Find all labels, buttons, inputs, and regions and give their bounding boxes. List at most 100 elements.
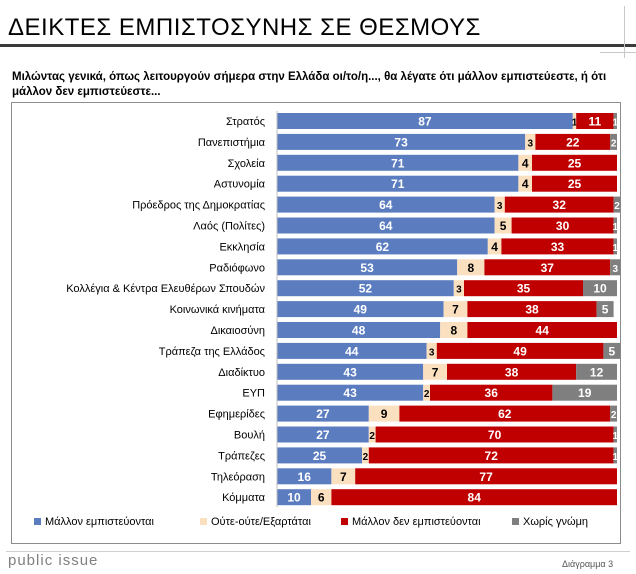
bar-segment — [277, 468, 332, 485]
category-label: Πρόεδρος της Δημοκρατίας — [132, 200, 265, 212]
bar-segment — [610, 133, 617, 150]
data-label: 38 — [525, 303, 539, 317]
data-label: 3 — [497, 201, 503, 212]
category-label: Δικαιοσύνη — [210, 325, 265, 337]
data-label: 37 — [541, 261, 555, 275]
bar-segment — [277, 113, 573, 129]
data-label: 62 — [498, 407, 512, 421]
bar-segment — [423, 363, 447, 380]
bar-segment — [430, 384, 553, 401]
bar-segment — [368, 405, 400, 422]
title-rule — [0, 44, 636, 47]
bar-segment — [362, 447, 369, 464]
data-label: 36 — [485, 386, 499, 400]
category-label: Εκκλησία — [219, 241, 265, 253]
bar-segment — [436, 342, 604, 359]
data-label: 2 — [363, 452, 369, 463]
bar-segment — [368, 447, 614, 464]
bar-segment — [576, 363, 617, 380]
bar-segment — [277, 154, 519, 171]
bar-segment — [552, 384, 617, 401]
data-label: 35 — [517, 282, 531, 296]
data-label: 8 — [450, 324, 457, 338]
bar-segment — [494, 217, 512, 234]
bar-segment — [355, 468, 617, 485]
bar-segment — [331, 468, 356, 485]
data-label: 27 — [316, 407, 330, 421]
data-label: 62 — [376, 240, 390, 254]
bar-segment — [511, 217, 614, 234]
data-label: 27 — [316, 428, 330, 442]
data-label: 5 — [609, 344, 616, 358]
legend-swatch — [200, 518, 207, 525]
data-label: 4 — [522, 177, 529, 191]
bar-segment — [277, 384, 424, 401]
data-label: 25 — [568, 177, 582, 191]
bar-segment — [277, 280, 454, 297]
bar-segment — [423, 384, 430, 401]
data-label: 2 — [614, 201, 620, 212]
bar-segment — [518, 175, 532, 192]
bar-segment — [277, 259, 458, 276]
data-label: 44 — [536, 324, 550, 338]
bar-segment — [613, 447, 617, 464]
legend-swatch — [34, 518, 41, 525]
bar-segment — [331, 489, 617, 506]
category-label: Εφημερίδες — [208, 409, 265, 421]
bar-segment — [494, 196, 505, 213]
data-label: 72 — [485, 449, 499, 463]
data-label: 1 — [613, 118, 619, 129]
data-label: 64 — [379, 198, 393, 212]
brand-logo-text: public issue — [8, 552, 99, 569]
data-label: 1 — [572, 118, 578, 129]
data-label: 16 — [298, 470, 312, 484]
data-label: 2 — [611, 138, 617, 149]
data-label: 70 — [488, 428, 502, 442]
category-label: Τράπεζα της Ελλάδος — [159, 346, 265, 358]
bar-segment — [487, 238, 502, 255]
bar-segment — [613, 238, 617, 255]
bar-segment — [532, 154, 617, 171]
data-label: 6 — [318, 491, 325, 505]
data-label: 4 — [522, 156, 529, 170]
page-title: ΔΕΙΚΤΕΣ ΕΜΠΙΣΤΟΣΥΝΗΣ ΣΕ ΘΕΣΜΟΥΣ — [8, 14, 481, 41]
bar-segment — [610, 405, 617, 422]
bar-segment — [603, 342, 621, 359]
bar-segment — [613, 217, 617, 234]
data-label: 5 — [500, 219, 507, 233]
data-label: 77 — [479, 470, 493, 484]
data-label: 30 — [556, 219, 570, 233]
bar-segment — [277, 447, 362, 464]
bar-segment — [277, 133, 526, 150]
legend-label: Χωρίς γνώμη — [523, 516, 588, 528]
category-label: Κόμματα — [222, 492, 266, 504]
chart-question: Μιλώντας γενικά, όπως λειτουργούν σήμερα… — [12, 71, 607, 98]
chart-frame — [11, 102, 621, 544]
bar-segment — [277, 322, 441, 338]
data-label: 32 — [553, 198, 567, 212]
data-label: 8 — [467, 261, 474, 275]
bar-segment — [501, 238, 614, 255]
bar-segment — [277, 489, 311, 506]
bar-segment — [277, 175, 519, 192]
legend-swatch — [341, 518, 348, 525]
data-label: 10 — [287, 491, 301, 505]
data-label: 7 — [340, 470, 347, 484]
data-label: 2 — [424, 389, 430, 400]
data-label: 53 — [360, 261, 374, 275]
category-label: Ραδιόφωνο — [209, 262, 265, 274]
bar-segment — [440, 322, 468, 338]
data-label: 3 — [528, 138, 534, 149]
data-label: 19 — [578, 386, 592, 400]
category-label: Στρατός — [226, 116, 265, 128]
bar-segment — [525, 133, 536, 150]
data-label: 3 — [613, 264, 619, 275]
legend-label: Μάλλον εμπιστεύονται — [45, 516, 155, 528]
data-label: 7 — [452, 303, 459, 317]
data-label: 25 — [568, 156, 582, 170]
data-label: 9 — [381, 407, 388, 421]
data-label: 10 — [593, 282, 607, 296]
bar-segment — [576, 113, 614, 129]
bar-segment — [277, 426, 369, 443]
